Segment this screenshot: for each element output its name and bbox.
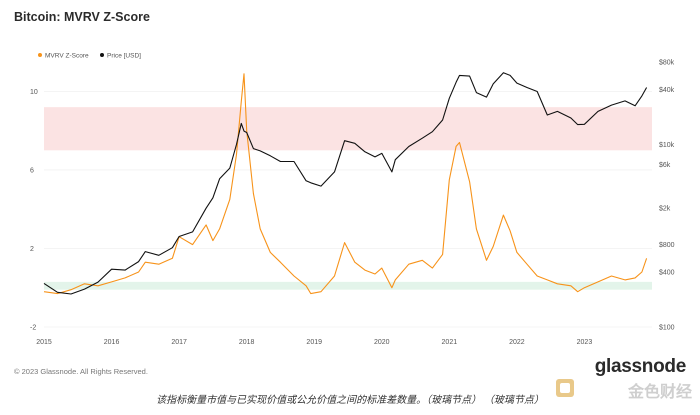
watermark-text: 金色财经 <box>627 384 692 401</box>
legend-zscore-marker <box>38 53 42 57</box>
x-tick-label: 2018 <box>239 339 255 346</box>
legend-zscore-label[interactable]: MVRV Z-Score <box>45 53 89 60</box>
x-tick-label: 2019 <box>306 339 322 346</box>
y-right-tick-label: $6k <box>659 162 671 169</box>
y-right-tick-label: $10k <box>659 142 675 149</box>
x-tick-label: 2016 <box>104 339 120 346</box>
x-tick-label: 2021 <box>442 339 458 346</box>
legend-price-marker <box>100 53 104 57</box>
y-right-tick-label: $80k <box>659 60 675 67</box>
x-tick-label: 2023 <box>577 339 593 346</box>
chart-title: Bitcoin: MVRV Z-Score <box>14 10 150 24</box>
y-left-tick-label: 6 <box>30 167 34 174</box>
glassnode-logo: glassnode <box>594 356 687 377</box>
watermark-logo-icon <box>556 379 574 397</box>
x-tick-label: 2020 <box>374 339 390 346</box>
y-right-tick-label: $800 <box>659 242 675 249</box>
y-right-tick-label: $40k <box>659 87 675 94</box>
legend-price-label[interactable]: Price [USD] <box>107 53 141 60</box>
x-tick-label: 2022 <box>509 339 525 346</box>
x-tick-label: 2017 <box>171 339 187 346</box>
price-series-line[interactable] <box>43 72 648 295</box>
y-left-tick-label: 2 <box>30 246 34 253</box>
y-left-tick-label: -2 <box>30 325 36 332</box>
y-left-tick-label: 10 <box>30 89 38 96</box>
x-tick-label: 2015 <box>36 339 52 346</box>
caption-text: 该指标衡量市值与已实现价值或公允价值之间的标准差数量。（玻璃节点） （玻璃节点） <box>156 395 544 406</box>
undervalued-band <box>44 281 652 290</box>
copyright-text: © 2023 Glassnode. All Rights Reserved. <box>14 367 148 376</box>
y-right-tick-label: $400 <box>659 270 675 277</box>
y-right-tick-label: $2k <box>659 206 671 213</box>
mvrv-chart: 10 6 2 -2 $80k $40k $10k $6k $2k $800 $400 $100 2015… <box>30 53 675 347</box>
zscore-series-line[interactable] <box>43 73 648 295</box>
y-right-tick-label: $100 <box>659 325 675 332</box>
